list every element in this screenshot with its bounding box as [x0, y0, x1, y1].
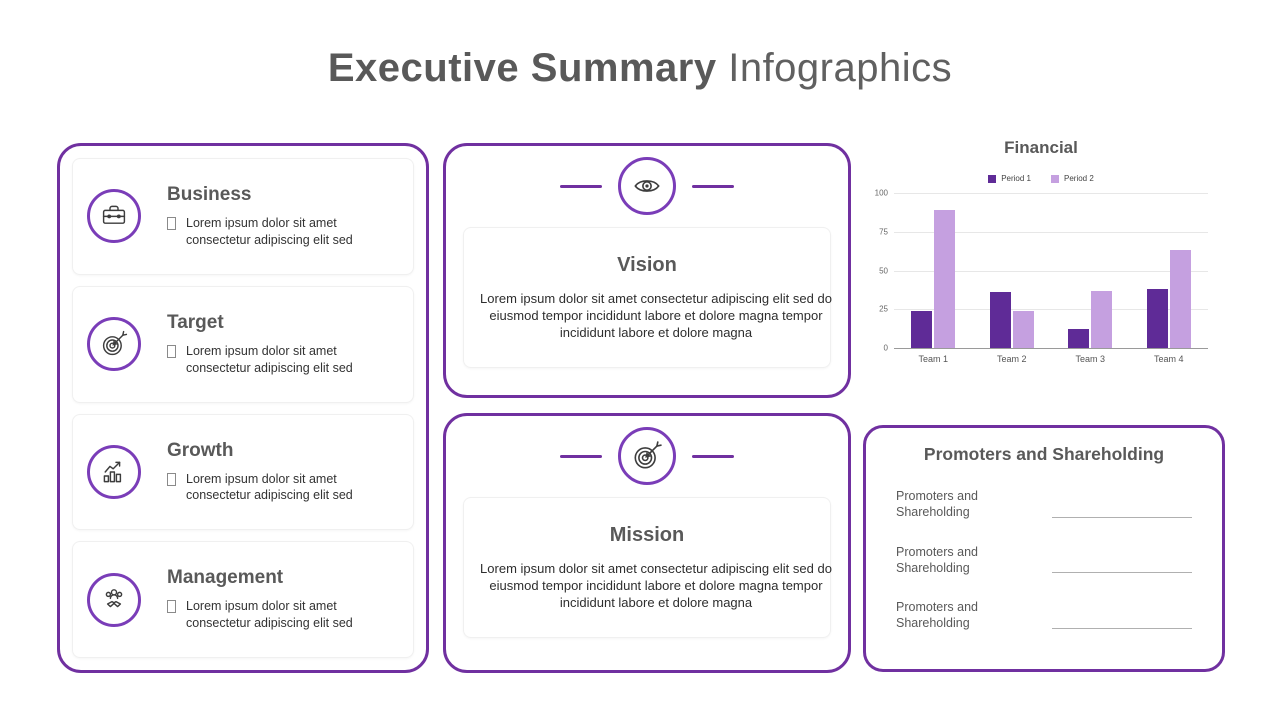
promoter-label: Promoters and Shareholding — [896, 489, 978, 520]
bar-group-team2 — [989, 193, 1034, 348]
bar-period2 — [1091, 290, 1113, 348]
connector-line — [560, 184, 602, 188]
bar-period2 — [934, 210, 956, 348]
chart-title: Financial — [1004, 138, 1078, 157]
fill-in-line — [1052, 516, 1192, 518]
gridline — [894, 309, 1208, 311]
promoters-panel: Promoters and Shareholding Promoters and… — [863, 425, 1225, 672]
fill-in-line — [1052, 572, 1192, 573]
promoter-label: Promoters and Shareholding — [896, 544, 978, 575]
bar-period1 — [1068, 329, 1090, 348]
list-item-growth: Growth Lorem ipsum dolor sit amet consec… — [72, 413, 414, 531]
item-title: Target — [167, 311, 224, 333]
bar-period2 — [1169, 250, 1191, 348]
mission-icon-row — [446, 427, 848, 485]
vision-text: Lorem ipsum dolor sit amet consectetur a… — [480, 291, 832, 341]
promoter-row: Promoters and Shareholding — [896, 599, 1192, 632]
vision-panel: Vision Lorem ipsum dolor sit amet consec… — [443, 143, 851, 398]
legend-item-period1: Period 1 — [988, 174, 1031, 183]
y-tick: 75 — [879, 227, 888, 237]
mission-card: Mission Lorem ipsum dolor sit amet conse… — [463, 497, 832, 639]
page-title: Executive Summary Infographics — [0, 46, 1280, 91]
bar-groups — [894, 193, 1208, 348]
bar-period1 — [989, 292, 1011, 348]
promoter-label: Promoters and Shareholding — [896, 600, 978, 631]
page-title-light: Infographics — [728, 46, 953, 90]
promoter-row: Promoters and Shareholding — [896, 544, 1192, 577]
item-description: Lorem ipsum dolor sit amet consectetur a… — [186, 471, 353, 503]
bullet-box-glyph — [167, 600, 176, 614]
x-tick: Team 3 — [1075, 354, 1105, 364]
item-description: Lorem ipsum dolor sit amet consectetur a… — [186, 343, 353, 375]
legend-item-period2: Period 2 — [1051, 174, 1094, 183]
bar-period1 — [911, 310, 933, 348]
connector-line — [692, 454, 734, 458]
y-tick: 100 — [874, 188, 888, 198]
bar-group-team3 — [1068, 193, 1113, 348]
bar-period1 — [1146, 289, 1168, 348]
item-title: Growth — [167, 439, 234, 461]
financial-bar-chart: Financial Period 1 Period 2 100 75 50 25… — [874, 138, 1208, 364]
period2-swatch — [1051, 174, 1059, 183]
gridline — [894, 231, 1208, 233]
legend-label: Period 2 — [1064, 174, 1094, 183]
promoter-row: Promoters and Shareholding — [896, 488, 1192, 521]
y-tick: 50 — [879, 266, 888, 275]
item-description: Lorem ipsum dolor sit amet consectetur a… — [186, 599, 353, 631]
vision-card: Vision Lorem ipsum dolor sit amet consec… — [463, 227, 832, 369]
mission-title: Mission — [609, 524, 685, 546]
vision-title: Vision — [617, 254, 677, 276]
chart-legend: Period 1 Period 2 — [874, 174, 1208, 183]
bullet-box-glyph — [167, 217, 176, 230]
plot-canvas — [894, 193, 1208, 349]
team-handshake-icon — [87, 572, 141, 627]
connector-line — [692, 184, 734, 188]
mission-text: Lorem ipsum dolor sit amet consectetur a… — [480, 561, 832, 611]
fill-in-line — [1052, 627, 1192, 629]
item-title: Business — [167, 184, 252, 205]
list-item-business: Business Lorem ipsum dolor sit amet cons… — [72, 158, 414, 275]
item-title: Management — [167, 567, 284, 589]
list-item-management: Management Lorem ipsum dolor sit amet co… — [72, 541, 414, 658]
x-tick: Team 2 — [996, 354, 1027, 364]
page-title-bold: Executive Summary — [327, 46, 717, 90]
bar-period2 — [1012, 310, 1034, 348]
x-tick: Team 4 — [1153, 354, 1184, 364]
eye-icon — [618, 157, 676, 215]
target-icon — [618, 427, 676, 485]
target-icon — [87, 317, 141, 372]
summary-items-panel: Business Lorem ipsum dolor sit amet cons… — [57, 143, 429, 673]
x-tick: Team 1 — [918, 354, 948, 364]
list-item-target: Target Lorem ipsum dolor sit amet consec… — [72, 285, 414, 403]
y-tick: 0 — [883, 343, 888, 353]
legend-label: Period 1 — [1001, 174, 1031, 183]
period1-swatch — [988, 174, 997, 183]
connector-line — [560, 454, 602, 458]
bullet-box-glyph — [167, 472, 176, 486]
bullet-box-glyph — [167, 344, 176, 358]
briefcase-icon — [87, 189, 141, 244]
gridline — [894, 270, 1208, 272]
y-axis-labels: 100 75 50 25 0 — [874, 189, 894, 353]
chart-plot-area: 100 75 50 25 0 — [874, 189, 1208, 353]
promoters-title: Promoters and Shareholding — [923, 444, 1165, 464]
bar-group-team4 — [1146, 193, 1191, 348]
mission-panel: Mission Lorem ipsum dolor sit amet conse… — [443, 413, 851, 673]
item-description: Lorem ipsum dolor sit amet consectetur a… — [186, 216, 353, 247]
bar-group-team1 — [911, 193, 956, 348]
vision-icon-row — [446, 157, 848, 215]
y-tick: 25 — [879, 304, 888, 314]
growth-chart-icon — [87, 444, 141, 499]
gridline — [894, 193, 1208, 194]
x-axis-labels: Team 1 Team 2 Team 3 Team 4 — [894, 354, 1208, 364]
